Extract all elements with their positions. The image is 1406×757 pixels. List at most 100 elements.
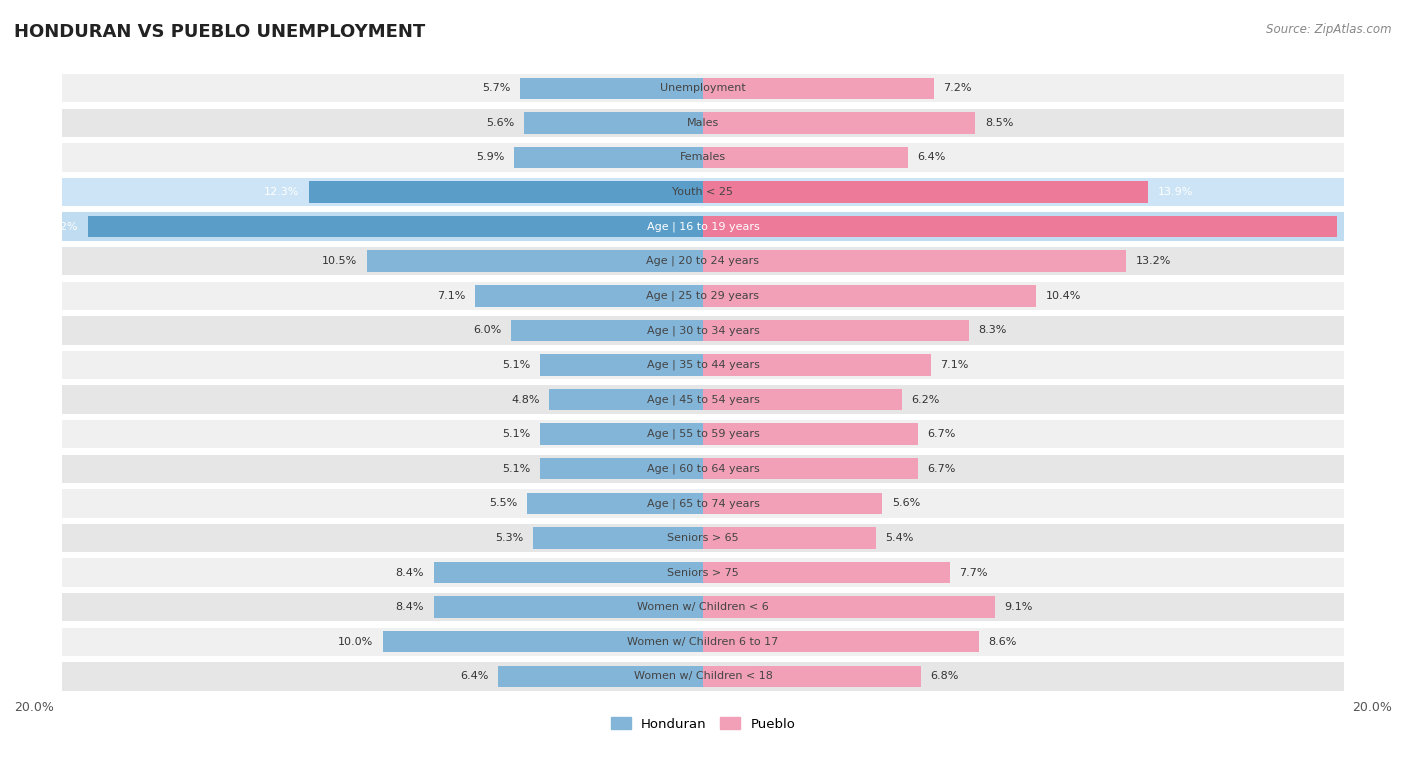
Text: 9.1%: 9.1% xyxy=(1004,602,1032,612)
Text: 13.2%: 13.2% xyxy=(1136,256,1171,266)
Text: Women w/ Children < 18: Women w/ Children < 18 xyxy=(634,671,772,681)
Text: Unemployment: Unemployment xyxy=(661,83,745,93)
Bar xyxy=(498,665,703,687)
Text: 6.4%: 6.4% xyxy=(460,671,488,681)
Text: 6.7%: 6.7% xyxy=(928,429,956,439)
Text: HONDURAN VS PUEBLO UNEMPLOYMENT: HONDURAN VS PUEBLO UNEMPLOYMENT xyxy=(14,23,425,41)
Text: 6.4%: 6.4% xyxy=(918,152,946,163)
Bar xyxy=(62,350,1344,379)
Bar xyxy=(540,423,703,445)
Text: Males: Males xyxy=(688,118,718,128)
Bar xyxy=(703,319,969,341)
Bar xyxy=(703,354,931,375)
Bar xyxy=(475,285,703,307)
Legend: Honduran, Pueblo: Honduran, Pueblo xyxy=(606,712,800,736)
Text: 7.1%: 7.1% xyxy=(941,360,969,370)
Text: 20.0%: 20.0% xyxy=(1353,701,1392,715)
Bar xyxy=(703,147,908,168)
Text: Youth < 25: Youth < 25 xyxy=(672,187,734,197)
Bar xyxy=(62,489,1344,518)
Bar xyxy=(62,628,1344,656)
Text: 8.4%: 8.4% xyxy=(395,602,425,612)
Text: 10.5%: 10.5% xyxy=(322,256,357,266)
Text: Seniors > 65: Seniors > 65 xyxy=(668,533,738,543)
Text: 5.1%: 5.1% xyxy=(502,464,530,474)
Bar xyxy=(533,527,703,549)
Text: Age | 16 to 19 years: Age | 16 to 19 years xyxy=(647,221,759,232)
Text: 4.8%: 4.8% xyxy=(510,394,540,404)
Bar xyxy=(62,143,1344,172)
Text: 6.8%: 6.8% xyxy=(931,671,959,681)
Text: Age | 25 to 29 years: Age | 25 to 29 years xyxy=(647,291,759,301)
Bar xyxy=(62,282,1344,310)
Bar xyxy=(703,423,918,445)
Bar xyxy=(703,389,901,410)
Text: 8.5%: 8.5% xyxy=(986,118,1014,128)
Text: 5.9%: 5.9% xyxy=(477,152,505,163)
Text: 10.4%: 10.4% xyxy=(1046,291,1081,301)
Bar xyxy=(62,74,1344,102)
Bar xyxy=(62,559,1344,587)
Bar xyxy=(540,458,703,479)
Bar xyxy=(703,77,934,99)
Text: 12.3%: 12.3% xyxy=(264,187,299,197)
Bar xyxy=(703,285,1036,307)
Bar xyxy=(515,147,703,168)
Text: 6.0%: 6.0% xyxy=(472,326,501,335)
Bar xyxy=(520,77,703,99)
Bar xyxy=(367,251,703,272)
Text: 5.3%: 5.3% xyxy=(495,533,523,543)
Text: Females: Females xyxy=(681,152,725,163)
Text: Women w/ Children < 6: Women w/ Children < 6 xyxy=(637,602,769,612)
Bar xyxy=(703,216,1337,238)
Bar xyxy=(62,385,1344,414)
Bar xyxy=(703,493,883,514)
Text: 20.0%: 20.0% xyxy=(14,701,53,715)
Bar xyxy=(527,493,703,514)
Bar xyxy=(62,662,1344,690)
Bar xyxy=(382,631,703,653)
Text: 19.8%: 19.8% xyxy=(1347,222,1382,232)
Text: Age | 60 to 64 years: Age | 60 to 64 years xyxy=(647,463,759,474)
Text: Seniors > 75: Seniors > 75 xyxy=(666,568,740,578)
Bar xyxy=(510,319,703,341)
Text: 8.6%: 8.6% xyxy=(988,637,1017,646)
Bar xyxy=(703,665,921,687)
Text: Women w/ Children 6 to 17: Women w/ Children 6 to 17 xyxy=(627,637,779,646)
Bar xyxy=(703,527,876,549)
Bar xyxy=(703,597,994,618)
Text: 6.2%: 6.2% xyxy=(911,394,939,404)
Text: 13.9%: 13.9% xyxy=(1159,187,1194,197)
Bar xyxy=(62,420,1344,448)
Bar xyxy=(703,458,918,479)
Text: 8.4%: 8.4% xyxy=(395,568,425,578)
Bar xyxy=(62,524,1344,552)
Text: 6.7%: 6.7% xyxy=(928,464,956,474)
Bar xyxy=(703,112,976,133)
Text: 5.6%: 5.6% xyxy=(891,498,921,509)
Bar xyxy=(703,251,1126,272)
Text: 5.1%: 5.1% xyxy=(502,429,530,439)
Text: Age | 20 to 24 years: Age | 20 to 24 years xyxy=(647,256,759,266)
Text: Age | 45 to 54 years: Age | 45 to 54 years xyxy=(647,394,759,405)
Text: Age | 65 to 74 years: Age | 65 to 74 years xyxy=(647,498,759,509)
Bar xyxy=(540,354,703,375)
Bar xyxy=(62,593,1344,621)
Text: Age | 55 to 59 years: Age | 55 to 59 years xyxy=(647,429,759,439)
Bar xyxy=(62,455,1344,483)
Text: 19.2%: 19.2% xyxy=(42,222,79,232)
Text: 5.4%: 5.4% xyxy=(886,533,914,543)
Text: 5.6%: 5.6% xyxy=(485,118,515,128)
Bar xyxy=(523,112,703,133)
Bar xyxy=(703,631,979,653)
Bar xyxy=(62,247,1344,276)
Text: 7.7%: 7.7% xyxy=(959,568,988,578)
Text: 7.2%: 7.2% xyxy=(943,83,972,93)
Bar xyxy=(62,178,1344,206)
Bar xyxy=(703,181,1149,203)
Text: 5.1%: 5.1% xyxy=(502,360,530,370)
Text: Age | 30 to 34 years: Age | 30 to 34 years xyxy=(647,326,759,335)
Bar xyxy=(434,597,703,618)
Bar xyxy=(62,213,1344,241)
Text: 5.7%: 5.7% xyxy=(482,83,510,93)
